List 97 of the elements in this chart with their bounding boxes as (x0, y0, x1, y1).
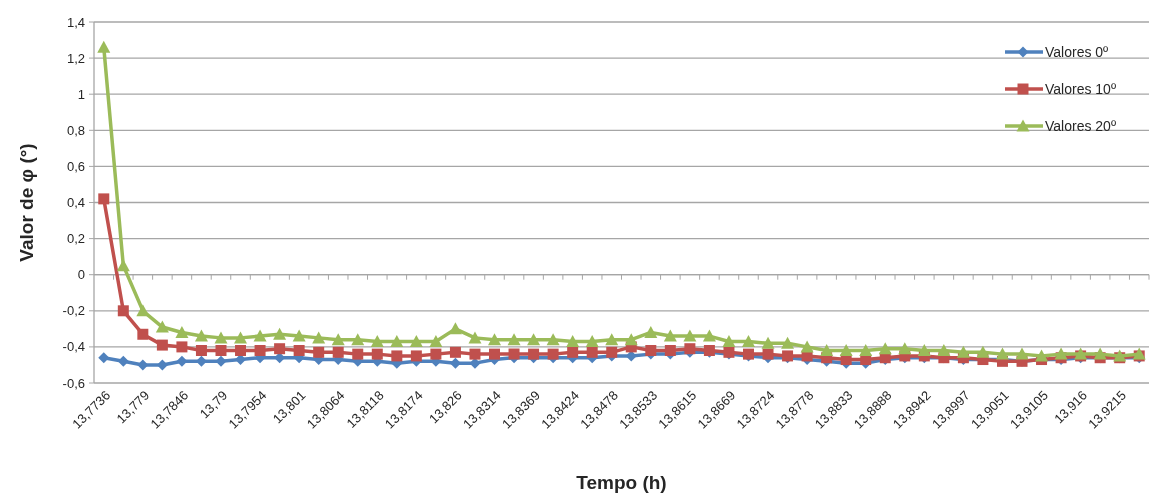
point (859, 344, 873, 357)
point (117, 355, 129, 367)
point (566, 334, 580, 347)
point (1015, 347, 1029, 360)
point (605, 333, 619, 346)
point (117, 305, 129, 317)
point (468, 331, 482, 344)
point (585, 334, 599, 347)
point (976, 345, 990, 358)
y-tick-label: 1,2 (66, 50, 85, 66)
point (155, 320, 169, 333)
point (683, 329, 697, 342)
point (488, 333, 502, 346)
point (1035, 349, 1049, 362)
point (956, 345, 970, 358)
point (351, 333, 365, 346)
point (606, 346, 618, 358)
point (586, 346, 598, 358)
point (410, 350, 422, 362)
point (352, 348, 364, 360)
point (507, 333, 521, 346)
point (741, 334, 755, 347)
point (1054, 347, 1068, 360)
point (702, 329, 716, 342)
y-tick-label: 0,6 (66, 158, 85, 174)
point (293, 345, 305, 357)
y-tick-label: 0 (77, 267, 85, 283)
point (429, 334, 443, 347)
point (234, 331, 248, 344)
y-tick-label: -0,6 (62, 375, 85, 391)
point (547, 348, 559, 360)
point (624, 333, 638, 346)
point (194, 329, 208, 342)
point (761, 336, 775, 349)
point (781, 336, 795, 349)
y-axis-title: Valor de φ (°) (15, 143, 37, 262)
point (508, 348, 520, 360)
point (527, 333, 541, 346)
point (528, 348, 540, 360)
y-tick-label: 0,2 (66, 231, 85, 247)
point (331, 333, 345, 346)
point (97, 40, 111, 53)
point (371, 348, 383, 360)
point (489, 348, 501, 360)
point (98, 193, 110, 205)
point (391, 350, 403, 362)
point (762, 348, 774, 360)
point (390, 334, 404, 347)
point (820, 344, 834, 357)
point (214, 331, 228, 344)
point (469, 348, 481, 360)
legend-label: Valores 10º (1045, 80, 1117, 97)
point (156, 339, 168, 351)
point (448, 322, 462, 335)
point (253, 329, 267, 342)
point (195, 345, 207, 357)
point (273, 327, 287, 340)
x-axis-title: Tempo (h) (576, 472, 667, 493)
point (137, 328, 149, 340)
point (98, 352, 110, 364)
point (370, 334, 384, 347)
point (430, 348, 442, 360)
point (254, 345, 266, 357)
point (546, 333, 560, 346)
point (878, 342, 892, 355)
legend-label: Valores 20º (1045, 117, 1117, 134)
y-tick-label: 1 (77, 86, 85, 102)
point (917, 344, 931, 357)
legend-label: Valores 0º (1045, 43, 1109, 60)
point (332, 346, 344, 358)
point (898, 342, 912, 355)
point (292, 329, 306, 342)
point (274, 343, 286, 355)
point (409, 334, 423, 347)
point (215, 345, 227, 357)
point (800, 340, 814, 353)
y-tick-label: 0,4 (66, 195, 85, 211)
point (663, 329, 677, 342)
point (1093, 347, 1107, 360)
point (995, 347, 1009, 360)
point (449, 346, 461, 358)
y-tick-label: -0,2 (62, 303, 85, 319)
point (839, 344, 853, 357)
point (175, 325, 189, 338)
point (116, 259, 130, 272)
point (312, 331, 326, 344)
y-tick-label: 0,8 (66, 122, 85, 138)
point (567, 346, 579, 358)
point (313, 346, 325, 358)
point (937, 344, 951, 357)
point (644, 325, 658, 338)
point (722, 334, 736, 347)
y-tick-label: -0,4 (62, 339, 85, 355)
point (136, 304, 150, 317)
y-tick-label: 1,4 (66, 14, 85, 30)
point (235, 345, 247, 357)
point (176, 341, 188, 353)
